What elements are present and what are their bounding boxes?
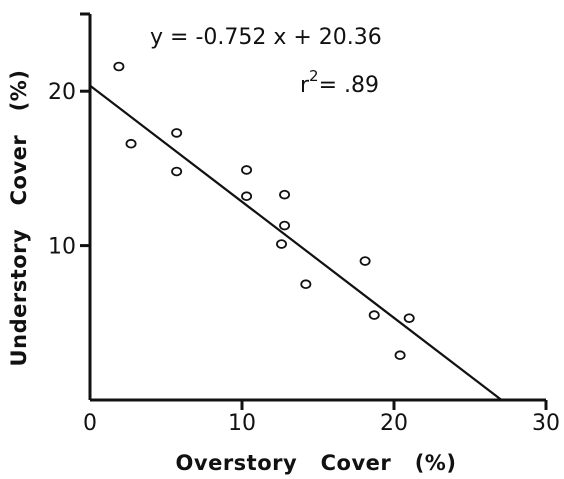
r-squared-label: r2= .89	[300, 67, 379, 98]
data-point	[171, 166, 183, 177]
data-point	[300, 279, 312, 290]
regression-line-group	[89, 84, 503, 401]
data-point	[394, 350, 406, 361]
data-point	[276, 239, 288, 249]
data-point	[241, 165, 253, 175]
data-point	[368, 310, 380, 320]
y-tick-label: 10	[48, 235, 76, 260]
x-tick-label: 30	[532, 411, 560, 436]
x-tick-label: 0	[83, 411, 97, 436]
x-tick-label: 10	[228, 411, 256, 436]
data-points	[113, 61, 415, 361]
regression-equation: y = -0.752 x + 20.36	[150, 25, 382, 50]
r-squared-exponent: 2	[309, 67, 319, 85]
y-axis-title: Understory Cover (%)	[7, 70, 31, 367]
axes	[88, 14, 546, 402]
regression-line	[89, 84, 503, 401]
x-axis-title: Overstory Cover (%)	[176, 451, 457, 475]
data-point	[113, 61, 125, 72]
y-tick-label: 20	[48, 80, 76, 105]
r-squared-value: = .89	[319, 73, 379, 98]
data-point	[359, 256, 371, 266]
data-point	[125, 138, 137, 149]
data-point	[279, 189, 291, 200]
ticks	[80, 12, 548, 410]
data-point	[279, 220, 291, 231]
tick-labels: 0 10 20 30 10 20	[48, 80, 560, 436]
data-point	[403, 313, 415, 323]
data-point	[241, 191, 253, 201]
data-point	[171, 128, 183, 138]
r-squared-symbol: r	[300, 73, 310, 98]
x-tick-label: 20	[380, 411, 408, 436]
